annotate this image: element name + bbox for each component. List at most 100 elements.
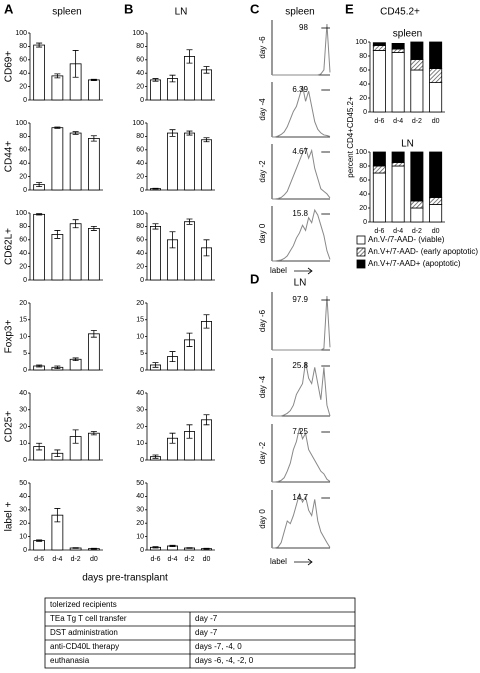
bar [88,138,100,191]
y-tick-label: 0 [23,457,27,464]
panel-title: spleen [52,7,81,18]
arrow-head [307,267,313,275]
legend-swatch [356,247,366,257]
bar-segment [391,48,405,53]
y-tick-label: 100 [15,120,27,127]
error-bar [72,429,79,444]
y-tick-label: 10 [19,533,27,540]
y-tick-label: 100 [15,30,27,37]
y-tick-label: 20 [19,83,27,90]
x-tick-label: d-4 [52,556,62,563]
chart-title: spleen [393,29,422,40]
bar-segment [410,59,424,71]
y-tick-label: 5 [23,350,27,357]
error-bar [169,432,176,444]
bar [183,132,195,191]
y-tick-label: 0 [23,277,27,284]
y-tick-label: 10 [19,333,27,340]
error-bar [203,66,210,74]
bar-segment [410,41,424,60]
error-bar [203,314,210,329]
y-tick-label: 40 [359,191,367,198]
y-tick-label: 80 [359,163,367,170]
bar-segment [372,45,386,51]
x-tick-label: d0 [432,118,440,125]
error-bar [72,131,79,135]
y-tick-label: 40 [136,250,144,257]
bar [88,228,100,281]
y-tick-label: 60 [136,147,144,154]
x-tick-label: d-4 [393,118,403,125]
error-bar [72,219,79,229]
y-tick-label: 100 [132,210,144,217]
error-bar [72,50,79,78]
y-tick-label: 100 [355,149,367,156]
y-tick-label: 40 [19,493,27,500]
error-bar [169,74,176,83]
legend-swatch [356,259,366,269]
y-tick-label: 0 [363,109,367,116]
bar [33,44,46,101]
histogram-curve [272,85,331,138]
bar [149,225,161,281]
y-tick-label: 20 [136,423,144,430]
y-tick-label: 0 [140,547,144,554]
y-tick-label: 60 [359,67,367,74]
y-tick-label: 20 [136,300,144,307]
bar-segment [372,172,386,223]
x-tick-label: d-2 [412,118,422,125]
bar-segment [429,82,443,113]
bar [200,69,212,101]
y-tick-label: 80 [359,53,367,60]
x-tick-label: d-2 [184,556,194,563]
gate-value: 4.67 [292,147,308,156]
y-tick-label: 40 [136,70,144,77]
y-tick-label: 30 [19,507,27,514]
row-label: day 0 [258,223,267,243]
x-tick-label: d-6 [150,556,160,563]
bar-segment [429,41,443,70]
bar [200,321,212,371]
error-bar [152,362,159,368]
y-tick-label: 50 [19,480,27,487]
y-tick-label: 60 [19,237,27,244]
error-bar [90,226,97,231]
y-tick-label: 30 [19,407,27,414]
row-label: day 0 [258,509,267,529]
bar-segment [372,50,386,113]
error-bar [152,78,159,82]
y-tick-label: 20 [136,263,144,270]
row-label: day -4 [258,98,267,121]
table-cell: DST administration [50,628,118,637]
y-tick-label: 40 [136,493,144,500]
error-bar [54,73,61,79]
histogram-curve [272,146,331,200]
bar [69,132,82,191]
bar [51,75,64,101]
panel-letter: D [250,271,259,286]
table-border [44,597,356,669]
y-tick-label: 80 [136,223,144,230]
y-tick-label: 60 [359,177,367,184]
y-tick-label: 0 [23,187,27,194]
bar-segment [391,43,405,50]
y-tick-label: 15 [136,317,144,324]
y-tick-label: 20 [19,300,27,307]
table-cell: euthanasia [50,656,90,665]
x-tick-label: d-4 [393,228,403,235]
y-tick-label: 0 [363,219,367,226]
error-bar [36,182,43,188]
bar-segment [391,165,405,223]
x-tick-label: d0 [432,228,440,235]
y-tick-label: 40 [19,160,27,167]
error-bar [186,130,193,136]
panel-title: spleen [285,7,314,18]
bar [88,79,100,101]
y-tick-label: 40 [136,160,144,167]
y-axis-label: CD62L+ [4,228,15,265]
y-tick-label: 20 [136,83,144,90]
y-tick-label: 15 [19,317,27,324]
y-tick-label: 30 [136,407,144,414]
row-label: day -6 [258,36,267,59]
y-tick-label: 20 [359,205,367,212]
